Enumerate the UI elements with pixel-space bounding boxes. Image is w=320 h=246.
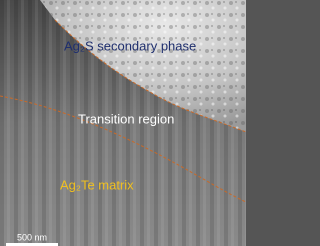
matrix-label: Ag₂Te matrix (60, 177, 134, 192)
scale-bar-label: 500 nm (17, 232, 47, 242)
region-label: Transition region (78, 111, 174, 126)
phase-label: Ag₂S secondary phase (64, 38, 196, 53)
micrograph: Ag₂S secondary phase Transition region A… (0, 0, 246, 246)
page: Ag₂S secondary phase Transition region A… (0, 0, 246, 246)
